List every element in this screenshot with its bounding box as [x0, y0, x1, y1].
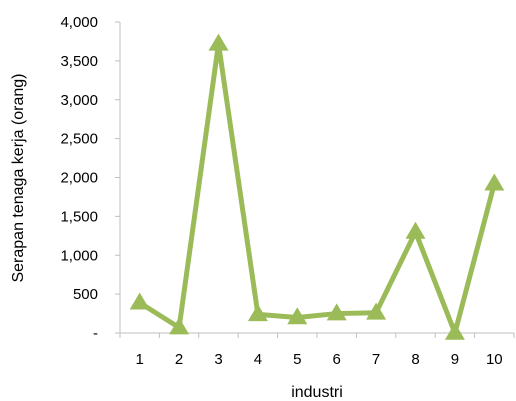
data-point-marker: [444, 322, 465, 340]
y-axis-ticks: - 500 1,000 1,500 2,000 2,500 3,000 3,500 4,000: [60, 14, 120, 342]
y-tick-label: 1,000: [60, 247, 98, 264]
x-tick-label: 1: [136, 351, 144, 368]
x-tick-label: 2: [175, 351, 183, 368]
y-tick-label: 3,500: [60, 53, 98, 70]
x-tick-label: 4: [254, 351, 262, 368]
x-tick-label: 8: [411, 351, 419, 368]
x-axis-ticks: 1 2 3 4 5 6 7 8 9 10: [119, 333, 515, 368]
data-point-marker: [287, 307, 308, 325]
y-tick-label: 500: [73, 286, 98, 303]
data-point-marker: [326, 303, 347, 321]
y-tick-label: 1,500: [60, 208, 98, 225]
data-point-marker: [208, 33, 229, 51]
data-point-marker: [169, 317, 190, 335]
x-tick-label: 9: [451, 351, 459, 368]
series-line-group: [137, 41, 497, 336]
series-markers-group: [129, 33, 505, 340]
x-axis-title: industri: [291, 384, 343, 401]
y-tick-label: 2,000: [60, 170, 98, 187]
data-point-marker: [247, 304, 268, 322]
series-line: [137, 41, 497, 336]
y-tick-label: 4,000: [60, 14, 98, 31]
y-tick-label: 3,000: [60, 92, 98, 109]
data-point-marker: [129, 292, 150, 310]
data-point-marker: [405, 221, 426, 239]
x-tick-label: 10: [486, 351, 503, 368]
data-point-marker: [366, 302, 387, 320]
x-tick-label: 7: [372, 351, 380, 368]
x-tick-label: 5: [293, 351, 301, 368]
y-tick-label: 2,500: [60, 131, 98, 148]
y-tick-label: -: [93, 325, 98, 342]
data-point-marker: [484, 173, 505, 191]
x-tick-label: 6: [333, 351, 341, 368]
x-tick-label: 3: [214, 351, 222, 368]
y-axis-title: Serapan tenaga kerja (orang): [10, 73, 27, 282]
